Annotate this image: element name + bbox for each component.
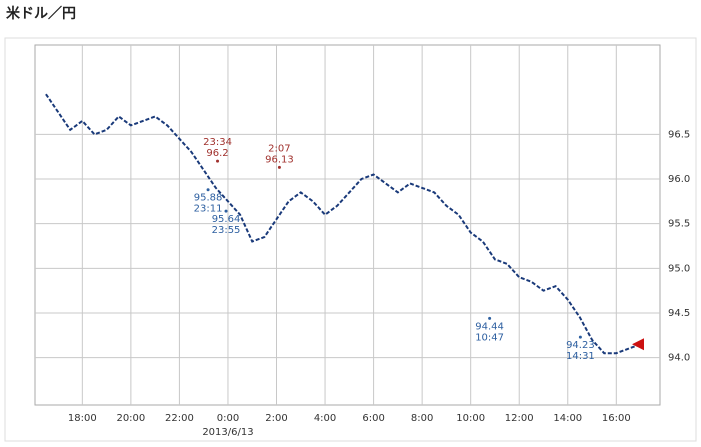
high-time: 2:07 [268,143,290,154]
chart-frame [4,37,697,442]
x-tick-label: 6:00 [362,413,384,424]
high-price: 96.2 [206,148,228,159]
high-point [277,165,281,169]
y-tick-label: 96.0 [668,174,690,185]
low-time: 23:55 [212,225,241,236]
x-tick-label: 18:00 [68,413,97,424]
x-tick-label: 8:00 [411,413,433,424]
x-tick-label: 20:00 [116,413,145,424]
y-tick-label: 94.0 [668,353,690,364]
low-point [206,188,210,192]
low-price: 95.64 [212,214,241,225]
y-tick-label: 95.5 [668,219,690,230]
low-point [578,335,582,339]
x-tick-label: 4:00 [314,413,336,424]
y-tick-label: 95.0 [668,263,690,274]
x-tick-label: 0:00 [217,413,239,424]
x-caption: 2013/6/13 [202,427,253,438]
x-tick-label: 10:00 [456,413,485,424]
high-point [216,159,220,163]
low-price: 95.88 [194,193,223,204]
chart-title: 米ドル／円 [6,5,76,22]
high-time: 23:34 [203,137,232,148]
x-tick-label: 12:00 [505,413,534,424]
high-price: 96.13 [265,154,294,165]
x-tick-label: 16:00 [602,413,631,424]
low-time: 23:11 [194,204,223,215]
plot-area [34,44,661,406]
x-tick-label: 22:00 [165,413,194,424]
x-tick-label: 14:00 [553,413,582,424]
low-time: 10:47 [475,332,504,343]
current-price-marker [632,338,644,351]
low-time: 14:31 [566,351,595,362]
low-price: 94.23 [566,340,595,351]
low-price: 94.44 [475,321,504,332]
y-tick-label: 96.5 [668,129,690,140]
low-point [488,316,492,320]
y-tick-label: 94.5 [668,308,690,319]
x-tick-label: 2:00 [265,413,287,424]
low-point [224,209,228,213]
